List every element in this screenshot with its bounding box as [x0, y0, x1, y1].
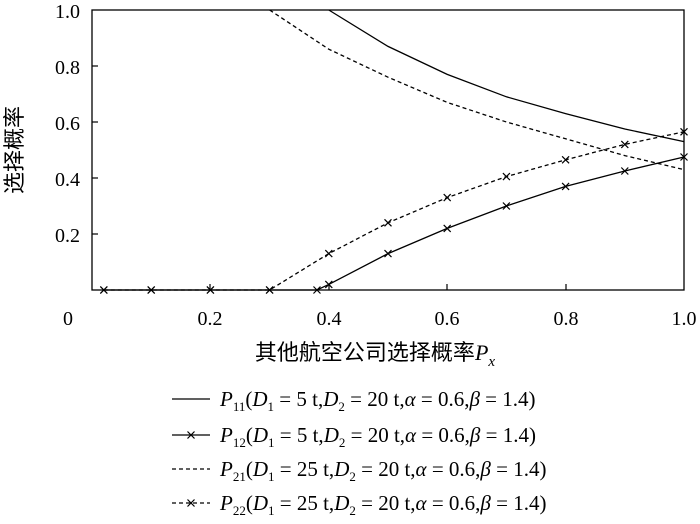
- x-axis-title-text: 其他航空公司选择概率: [255, 341, 475, 366]
- data-point-marker: [206, 286, 215, 294]
- legend-label: P12(D1 = 5 t,D2 = 20 t,α = 0.6,β = 1.4): [219, 423, 536, 450]
- legend-label: P22(D1 = 25 t,D2 = 20 t,α = 0.6,β = 1.4): [219, 491, 546, 518]
- data-point-marker: [680, 127, 688, 136]
- data-point-marker: [502, 202, 511, 210]
- data-point-marker: [324, 249, 333, 258]
- data-point-marker: [561, 182, 570, 191]
- y-tick-label: 0.4: [55, 169, 80, 191]
- y-tick-label: 0.2: [55, 225, 80, 247]
- data-point-marker: [502, 172, 511, 181]
- x-tick-label: 1.0: [672, 308, 697, 330]
- x-tick-label: 0.6: [435, 308, 460, 330]
- x-tick-label: 0.2: [198, 308, 223, 330]
- plot-frame: [91, 9, 685, 291]
- data-point-marker: [620, 167, 629, 175]
- x-tick-label: 0: [63, 308, 73, 330]
- data-point-marker: [147, 286, 156, 294]
- legend-label: P11(D1 = 5 t,D2 = 20 t,α = 0.6,β = 1.4): [219, 387, 536, 414]
- x-tick-label: 0.8: [554, 308, 579, 330]
- data-point-marker: [384, 249, 392, 258]
- legend-marker: [187, 499, 195, 507]
- data-point-marker: [620, 140, 629, 149]
- data-point-marker: [265, 286, 274, 294]
- series-line: [103, 156, 685, 291]
- data-point-marker: [443, 224, 452, 233]
- x-axis: 0 0.2 0.4 0.6 0.8 1.0: [63, 284, 697, 330]
- y-tick-label: 1.0: [55, 1, 80, 23]
- series-p22: [99, 127, 688, 294]
- y-axis: 1.0 0.8 0.6 0.4 0.2: [55, 1, 98, 247]
- series-line: [328, 9, 685, 143]
- x-axis-title-sub: x: [487, 354, 495, 370]
- y-tick-label: 0.6: [55, 113, 80, 135]
- legend-item: P12(D1 = 5 t,D2 = 20 t,α = 0.6,β = 1.4): [172, 423, 536, 450]
- legend: P11(D1 = 5 t,D2 = 20 t,α = 0.6,β = 1.4) P…: [172, 387, 546, 518]
- series-group: [99, 9, 688, 294]
- series-p12: [99, 153, 688, 294]
- data-point-marker: [313, 286, 321, 294]
- x-axis-title: 其他航空公司选择概率Px: [255, 340, 495, 370]
- legend-marker: [187, 431, 195, 439]
- x-axis-title-var: P: [474, 340, 488, 365]
- data-point-marker: [324, 280, 333, 289]
- data-point-marker: [680, 153, 688, 161]
- data-point-marker: [384, 218, 392, 227]
- series-line: [269, 9, 685, 171]
- data-point-marker: [561, 155, 570, 164]
- y-axis-title: 选择概率: [3, 106, 28, 194]
- series-p11: [328, 9, 685, 143]
- legend-item: P21(D1 = 25 t,D2 = 20 t,α = 0.6,β = 1.4): [172, 457, 546, 484]
- legend-label: P21(D1 = 25 t,D2 = 20 t,α = 0.6,β = 1.4): [219, 457, 546, 484]
- data-point-marker: [99, 286, 108, 294]
- y-tick-label: 0.8: [55, 57, 80, 79]
- x-tick-label: 0.4: [317, 308, 342, 330]
- legend-item: P11(D1 = 5 t,D2 = 20 t,α = 0.6,β = 1.4): [172, 387, 536, 414]
- data-point-marker: [443, 193, 452, 202]
- legend-item: P22(D1 = 25 t,D2 = 20 t,α = 0.6,β = 1.4): [172, 491, 546, 518]
- series-p21: [269, 9, 685, 171]
- series-line: [103, 131, 685, 291]
